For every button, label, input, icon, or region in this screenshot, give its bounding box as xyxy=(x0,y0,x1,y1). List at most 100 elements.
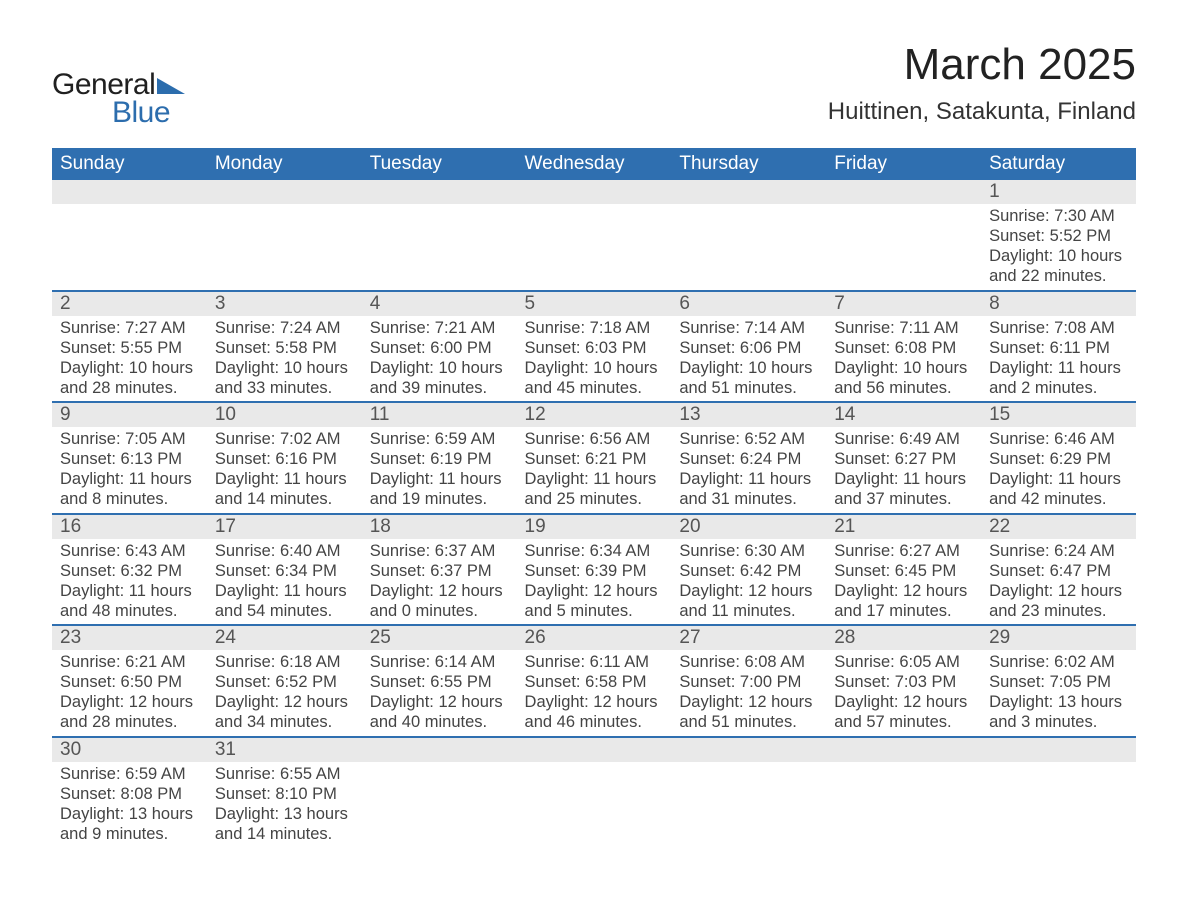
info-row: Sunrise: 6:59 AMSunset: 8:08 PMDaylight:… xyxy=(52,762,1136,848)
info-cell: Sunrise: 6:55 AMSunset: 8:10 PMDaylight:… xyxy=(207,762,362,848)
date-row: 3031 xyxy=(52,737,1136,762)
title-block: March 2025 Huittinen, Satakunta, Finland xyxy=(828,40,1136,126)
daylight-text: Daylight: 11 hours xyxy=(525,469,664,489)
daylight-text: and 54 minutes. xyxy=(215,601,354,621)
daylight-text: Daylight: 12 hours xyxy=(989,581,1128,601)
date-cell: 18 xyxy=(362,514,517,539)
sunset-text: Sunset: 6:11 PM xyxy=(989,338,1128,358)
daylight-text: Daylight: 12 hours xyxy=(525,581,664,601)
logo-top-line: General xyxy=(52,68,185,102)
date-cell: 1 xyxy=(981,180,1136,204)
info-row: Sunrise: 7:30 AMSunset: 5:52 PMDaylight:… xyxy=(52,204,1136,291)
logo-triangle-icon xyxy=(157,72,185,99)
date-cell: 11 xyxy=(362,402,517,427)
sunset-text: Sunset: 6:06 PM xyxy=(679,338,818,358)
sunset-text: Sunset: 6:08 PM xyxy=(834,338,973,358)
info-cell xyxy=(52,204,207,291)
date-cell xyxy=(362,180,517,204)
daylight-text: Daylight: 11 hours xyxy=(834,469,973,489)
info-cell: Sunrise: 6:21 AMSunset: 6:50 PMDaylight:… xyxy=(52,650,207,737)
sunrise-text: Sunrise: 6:02 AM xyxy=(989,652,1128,672)
date-cell: 19 xyxy=(517,514,672,539)
info-cell xyxy=(671,204,826,291)
date-cell xyxy=(826,180,981,204)
daylight-text: Daylight: 12 hours xyxy=(215,692,354,712)
day-header: Tuesday xyxy=(362,148,517,180)
info-cell: Sunrise: 6:59 AMSunset: 8:08 PMDaylight:… xyxy=(52,762,207,848)
info-cell: Sunrise: 7:08 AMSunset: 6:11 PMDaylight:… xyxy=(981,316,1136,403)
sunrise-text: Sunrise: 7:30 AM xyxy=(989,206,1128,226)
date-row: 23242526272829 xyxy=(52,625,1136,650)
daylight-text: and 14 minutes. xyxy=(215,489,354,509)
sunset-text: Sunset: 5:52 PM xyxy=(989,226,1128,246)
sunrise-text: Sunrise: 6:18 AM xyxy=(215,652,354,672)
daylight-text: Daylight: 12 hours xyxy=(679,581,818,601)
daylight-text: and 5 minutes. xyxy=(525,601,664,621)
date-cell: 21 xyxy=(826,514,981,539)
daylight-text: Daylight: 10 hours xyxy=(370,358,509,378)
date-cell xyxy=(981,737,1136,762)
sunset-text: Sunset: 6:47 PM xyxy=(989,561,1128,581)
calendar-table: Sunday Monday Tuesday Wednesday Thursday… xyxy=(52,148,1136,847)
sunset-text: Sunset: 6:39 PM xyxy=(525,561,664,581)
daylight-text: and 14 minutes. xyxy=(215,824,354,844)
sunset-text: Sunset: 7:03 PM xyxy=(834,672,973,692)
info-cell: Sunrise: 6:14 AMSunset: 6:55 PMDaylight:… xyxy=(362,650,517,737)
date-cell: 20 xyxy=(671,514,826,539)
date-cell: 26 xyxy=(517,625,672,650)
daylight-text: and 57 minutes. xyxy=(834,712,973,732)
daylight-text: and 23 minutes. xyxy=(989,601,1128,621)
date-cell: 29 xyxy=(981,625,1136,650)
day-header: Saturday xyxy=(981,148,1136,180)
day-header: Friday xyxy=(826,148,981,180)
sunrise-text: Sunrise: 6:46 AM xyxy=(989,429,1128,449)
info-cell: Sunrise: 6:40 AMSunset: 6:34 PMDaylight:… xyxy=(207,539,362,626)
date-cell: 5 xyxy=(517,291,672,316)
sunset-text: Sunset: 6:03 PM xyxy=(525,338,664,358)
sunset-text: Sunset: 7:00 PM xyxy=(679,672,818,692)
day-header-row: Sunday Monday Tuesday Wednesday Thursday… xyxy=(52,148,1136,180)
info-cell: Sunrise: 6:43 AMSunset: 6:32 PMDaylight:… xyxy=(52,539,207,626)
daylight-text: and 0 minutes. xyxy=(370,601,509,621)
date-cell: 31 xyxy=(207,737,362,762)
sunset-text: Sunset: 6:13 PM xyxy=(60,449,199,469)
info-cell: Sunrise: 6:37 AMSunset: 6:37 PMDaylight:… xyxy=(362,539,517,626)
sunrise-text: Sunrise: 6:30 AM xyxy=(679,541,818,561)
calendar-page: General Blue March 2025 Huittinen, Satak… xyxy=(0,0,1188,887)
info-cell xyxy=(826,204,981,291)
sunrise-text: Sunrise: 6:59 AM xyxy=(60,764,199,784)
date-cell: 8 xyxy=(981,291,1136,316)
daylight-text: Daylight: 11 hours xyxy=(989,469,1128,489)
sunset-text: Sunset: 6:24 PM xyxy=(679,449,818,469)
date-cell: 30 xyxy=(52,737,207,762)
sunset-text: Sunset: 8:08 PM xyxy=(60,784,199,804)
date-cell xyxy=(52,180,207,204)
daylight-text: Daylight: 11 hours xyxy=(215,469,354,489)
info-row: Sunrise: 7:05 AMSunset: 6:13 PMDaylight:… xyxy=(52,427,1136,514)
sunset-text: Sunset: 6:45 PM xyxy=(834,561,973,581)
date-cell xyxy=(671,180,826,204)
sunset-text: Sunset: 6:42 PM xyxy=(679,561,818,581)
info-cell: Sunrise: 7:30 AMSunset: 5:52 PMDaylight:… xyxy=(981,204,1136,291)
sunrise-text: Sunrise: 6:34 AM xyxy=(525,541,664,561)
daylight-text: Daylight: 11 hours xyxy=(60,469,199,489)
daylight-text: and 56 minutes. xyxy=(834,378,973,398)
daylight-text: and 39 minutes. xyxy=(370,378,509,398)
daylight-text: Daylight: 11 hours xyxy=(370,469,509,489)
info-cell: Sunrise: 6:11 AMSunset: 6:58 PMDaylight:… xyxy=(517,650,672,737)
daylight-text: and 46 minutes. xyxy=(525,712,664,732)
info-row: Sunrise: 6:21 AMSunset: 6:50 PMDaylight:… xyxy=(52,650,1136,737)
sunset-text: Sunset: 6:32 PM xyxy=(60,561,199,581)
info-cell: Sunrise: 7:11 AMSunset: 6:08 PMDaylight:… xyxy=(826,316,981,403)
date-cell: 16 xyxy=(52,514,207,539)
date-row: 9101112131415 xyxy=(52,402,1136,427)
info-cell xyxy=(981,762,1136,848)
date-cell: 15 xyxy=(981,402,1136,427)
page-title: March 2025 xyxy=(828,40,1136,90)
daylight-text: Daylight: 13 hours xyxy=(60,804,199,824)
sunset-text: Sunset: 7:05 PM xyxy=(989,672,1128,692)
daylight-text: Daylight: 12 hours xyxy=(525,692,664,712)
info-cell xyxy=(671,762,826,848)
sunrise-text: Sunrise: 6:37 AM xyxy=(370,541,509,561)
date-cell: 12 xyxy=(517,402,672,427)
